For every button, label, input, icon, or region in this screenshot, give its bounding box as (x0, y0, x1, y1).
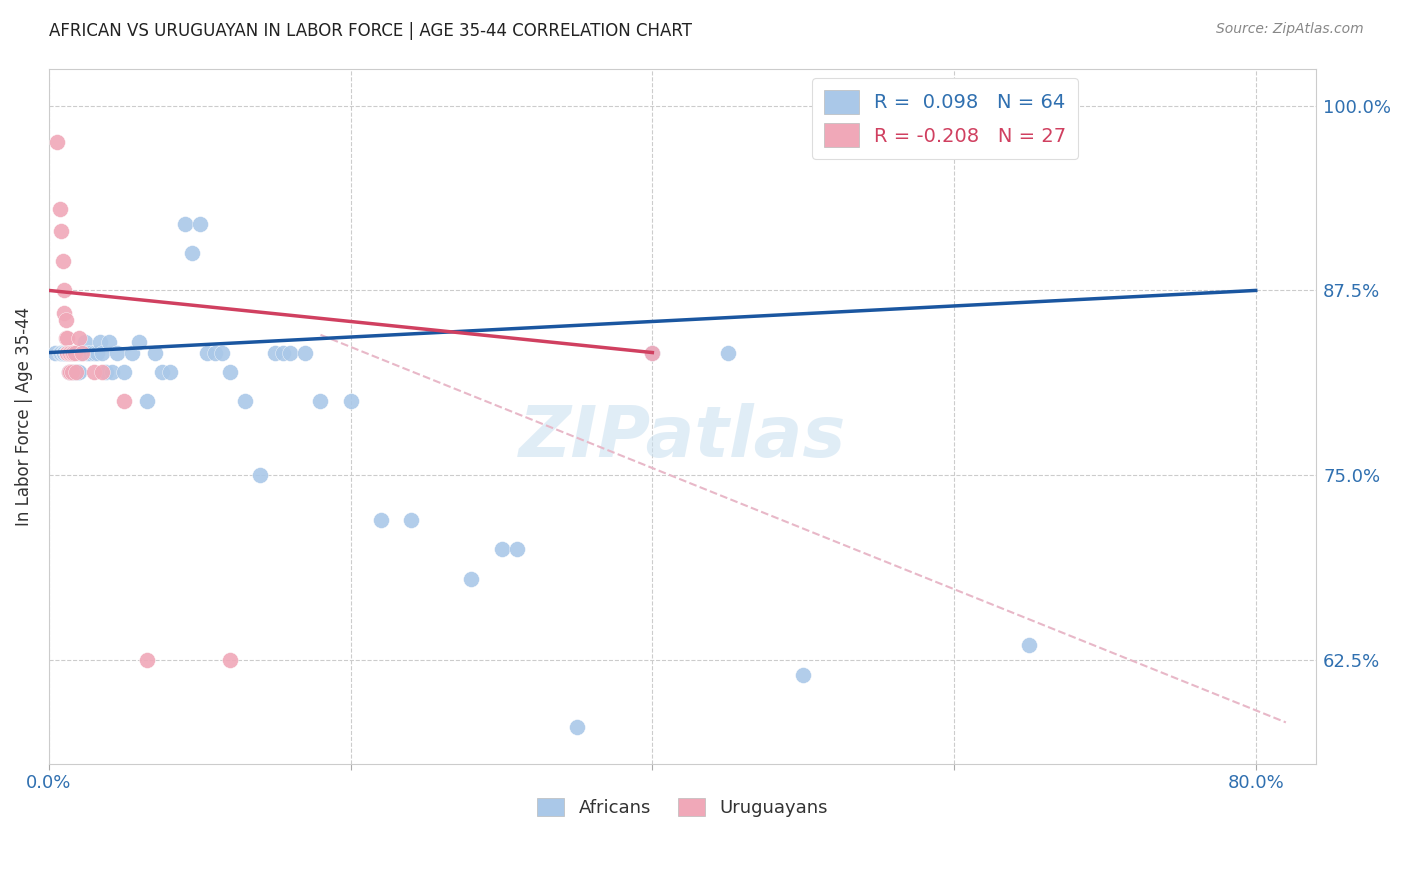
Point (641, 345, 664, 359)
Point (294, 345, 316, 359)
Point (370, 513, 392, 527)
Point (49, 345, 72, 359)
Point (204, 345, 226, 359)
Point (173, 217, 195, 231)
Text: Source: ZipAtlas.com: Source: ZipAtlas.com (1216, 22, 1364, 37)
Point (67, 331, 90, 345)
Point (717, 345, 740, 359)
Point (59, 345, 82, 359)
Point (505, 542, 527, 557)
Point (112, 394, 135, 409)
Point (121, 345, 143, 359)
Point (271, 345, 294, 359)
Point (60, 365, 83, 379)
Point (278, 345, 301, 359)
Point (211, 345, 233, 359)
Point (143, 345, 166, 359)
Point (75, 335, 97, 350)
Point (53, 345, 76, 359)
Point (58, 345, 80, 359)
Point (56, 345, 79, 359)
Point (83, 365, 105, 379)
Point (45, 136, 67, 150)
Point (101, 365, 124, 379)
Point (53, 345, 76, 359)
Point (79, 345, 101, 359)
Text: AFRICAN VS URUGUAYAN IN LABOR FORCE | AGE 35-44 CORRELATION CHART: AFRICAN VS URUGUAYAN IN LABOR FORCE | AG… (49, 22, 692, 40)
Point (56, 345, 79, 359)
Point (219, 653, 242, 667)
Point (219, 365, 242, 379)
Point (90, 345, 112, 359)
Point (1018, 639, 1040, 653)
Point (136, 394, 159, 409)
Point (63, 345, 86, 359)
Point (136, 653, 159, 667)
Point (181, 246, 204, 260)
Point (51, 253, 73, 268)
Point (641, 345, 664, 359)
Point (60, 345, 83, 359)
Point (195, 345, 218, 359)
Text: ZIPatlas: ZIPatlas (519, 402, 846, 472)
Point (55, 331, 77, 345)
Point (89, 335, 111, 350)
Point (65, 365, 87, 379)
Point (339, 394, 361, 409)
Point (70, 345, 93, 359)
Point (55, 313, 77, 327)
Point (150, 365, 173, 379)
Point (83, 345, 105, 359)
Point (86, 345, 108, 359)
Point (249, 468, 271, 483)
Point (56, 345, 79, 359)
Point (188, 217, 211, 231)
Point (66, 365, 89, 379)
Point (792, 668, 814, 682)
Point (90, 365, 112, 379)
Point (48, 202, 70, 216)
Point (65, 365, 87, 379)
Point (60, 365, 83, 379)
Point (98, 335, 121, 350)
Point (63, 365, 86, 379)
Point (58, 365, 80, 379)
Point (49, 224, 72, 238)
Point (67, 345, 90, 359)
Point (44, 345, 66, 359)
Point (399, 513, 422, 527)
Point (56, 331, 79, 345)
Point (55, 345, 77, 359)
Point (59, 345, 82, 359)
Point (76, 345, 98, 359)
Point (309, 394, 332, 409)
Point (60, 345, 83, 359)
Point (96, 365, 118, 379)
Point (62, 365, 84, 379)
Point (62, 345, 84, 359)
Point (105, 345, 128, 359)
Point (67, 365, 90, 379)
Point (159, 365, 181, 379)
Point (48, 345, 70, 359)
Point (264, 345, 287, 359)
Point (460, 572, 482, 586)
Point (59, 365, 82, 379)
Point (58, 345, 80, 359)
Point (565, 720, 588, 734)
Legend: Africans, Uruguayans: Africans, Uruguayans (530, 790, 835, 824)
Point (58, 365, 80, 379)
Y-axis label: In Labor Force | Age 35-44: In Labor Force | Age 35-44 (15, 307, 32, 525)
Point (53, 305, 76, 319)
Point (128, 335, 150, 350)
Point (53, 284, 76, 298)
Point (51, 345, 73, 359)
Point (70, 345, 93, 359)
Point (233, 394, 256, 409)
Point (491, 542, 513, 557)
Point (112, 365, 135, 379)
